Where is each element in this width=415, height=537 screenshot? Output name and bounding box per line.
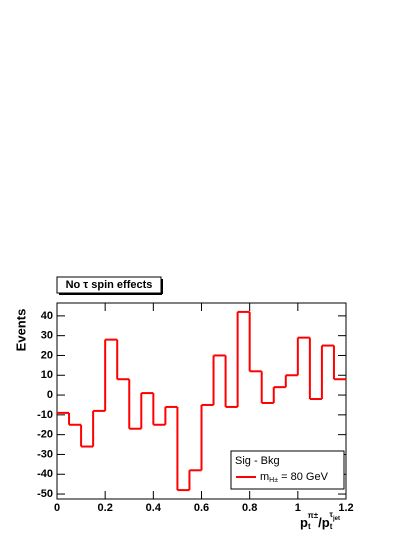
y-tick-label: 30 [41, 330, 53, 342]
x-tick-label: 1.2 [338, 502, 353, 514]
x-tick-label: 0.8 [242, 502, 257, 514]
legend-label-part: H± [269, 477, 278, 484]
x-label-part: jet [332, 516, 340, 522]
x-label-part: t [330, 522, 333, 531]
x-label-part: p [300, 515, 308, 530]
y-tick-label: 0 [47, 389, 53, 401]
x-tick-label: 0 [54, 502, 60, 514]
x-axis-label: ptπ±/ptτjet [300, 510, 340, 531]
y-tick-label: -20 [37, 429, 53, 441]
legend-box [230, 450, 345, 490]
x-tick-label: 0.6 [194, 502, 209, 514]
x-tick-label: 0.4 [146, 502, 162, 514]
chart-title: No τ spin effects [66, 279, 153, 291]
legend-label-part: = 80 GeV [278, 471, 329, 483]
y-tick-label: -30 [37, 448, 53, 460]
legend-label: mH± = 80 GeV [260, 471, 329, 484]
x-label-part: t [308, 522, 311, 531]
legend-title: Sig - Bkg [235, 455, 280, 467]
y-axis-label: Events [13, 309, 28, 352]
y-tick-label: -40 [37, 468, 53, 480]
y-tick-label: -50 [37, 488, 53, 500]
y-tick-label: 10 [41, 369, 53, 381]
x-tick-label: 0.2 [98, 502, 113, 514]
x-label-part: π± [308, 511, 319, 520]
y-tick-label: 40 [41, 310, 53, 322]
legend-label-part: m [260, 471, 269, 483]
y-tick-label: 20 [41, 349, 53, 361]
x-label-part: τ [329, 510, 333, 519]
x-tick-label: 1 [295, 502, 301, 514]
y-tick-label: -10 [37, 409, 53, 421]
x-label-part: /p [318, 515, 330, 530]
